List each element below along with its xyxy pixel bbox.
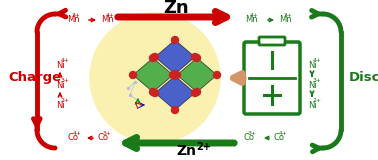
Text: Ni: Ni xyxy=(308,60,317,69)
Circle shape xyxy=(152,89,158,96)
Text: 4+: 4+ xyxy=(60,58,69,63)
Text: 3+: 3+ xyxy=(284,13,292,18)
Text: 2+: 2+ xyxy=(60,98,69,103)
Circle shape xyxy=(174,72,181,79)
Text: 4+: 4+ xyxy=(72,131,81,136)
Text: Mn: Mn xyxy=(279,16,291,24)
Text: Mn: Mn xyxy=(101,16,114,24)
Text: Ni: Ni xyxy=(308,100,317,109)
Circle shape xyxy=(172,36,178,44)
FancyBboxPatch shape xyxy=(244,42,300,114)
Text: Ni: Ni xyxy=(56,60,65,69)
Circle shape xyxy=(194,88,200,96)
Circle shape xyxy=(172,72,178,80)
Text: 2+: 2+ xyxy=(196,142,211,152)
Circle shape xyxy=(214,72,220,79)
Circle shape xyxy=(192,89,198,96)
Text: 3+: 3+ xyxy=(247,131,256,136)
Text: 4+: 4+ xyxy=(312,58,321,63)
Text: 3+: 3+ xyxy=(71,13,80,18)
Text: 2+: 2+ xyxy=(312,98,321,103)
FancyBboxPatch shape xyxy=(259,37,285,45)
Text: Charge: Charge xyxy=(8,72,61,84)
Circle shape xyxy=(150,88,156,96)
Text: Co: Co xyxy=(243,133,254,143)
Text: Zn: Zn xyxy=(163,0,189,17)
Text: Co: Co xyxy=(68,133,79,143)
Circle shape xyxy=(150,55,156,61)
Text: Mn: Mn xyxy=(67,16,80,24)
Text: Discharge: Discharge xyxy=(349,72,378,84)
Circle shape xyxy=(90,13,220,143)
Text: 4+: 4+ xyxy=(105,13,114,18)
Polygon shape xyxy=(133,58,173,92)
Text: Ni: Ni xyxy=(56,80,65,89)
Circle shape xyxy=(130,72,136,79)
Circle shape xyxy=(192,53,198,60)
Text: 4+: 4+ xyxy=(249,13,258,18)
Circle shape xyxy=(152,53,158,60)
Text: Ni: Ni xyxy=(56,100,65,109)
Polygon shape xyxy=(155,76,195,110)
Text: Co: Co xyxy=(274,133,285,143)
Text: Ni: Ni xyxy=(308,80,317,89)
Text: 3+: 3+ xyxy=(102,131,111,136)
Polygon shape xyxy=(155,40,195,74)
Circle shape xyxy=(194,55,200,61)
Circle shape xyxy=(169,72,177,79)
Text: 3+: 3+ xyxy=(312,78,321,83)
Circle shape xyxy=(172,71,178,77)
Circle shape xyxy=(172,107,178,113)
Polygon shape xyxy=(177,58,217,92)
Text: Zn: Zn xyxy=(176,144,196,158)
Text: Co: Co xyxy=(98,133,109,143)
Text: Mn: Mn xyxy=(245,16,258,24)
Text: 3+: 3+ xyxy=(60,78,69,83)
Text: 4+: 4+ xyxy=(278,131,287,136)
